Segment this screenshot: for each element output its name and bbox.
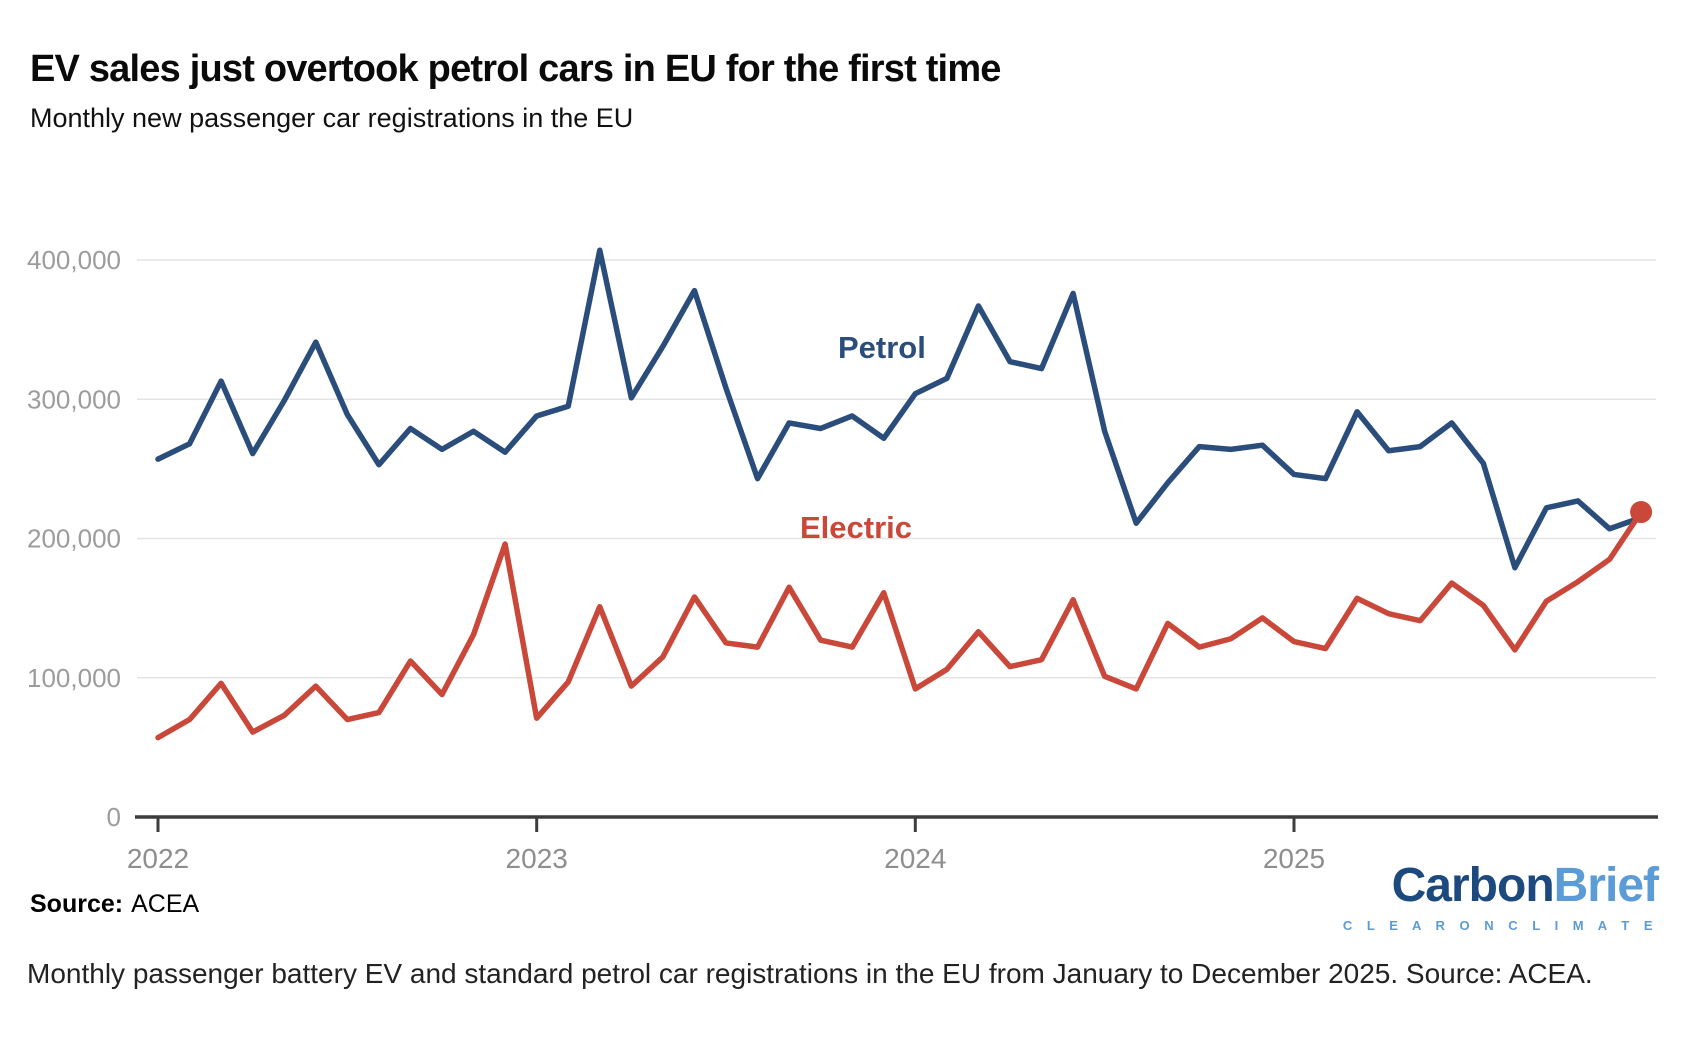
page-title: EV sales just overtook petrol cars in EU… [30, 48, 1001, 90]
y-tick-label: 100,000 [27, 663, 121, 693]
source-value: ACEA [131, 890, 200, 918]
latest-point-dot [1630, 501, 1653, 524]
chart-caption: Monthly passenger battery EV and standar… [27, 958, 1593, 989]
y-axis-labels: 400,000 300,000 200,000 100,000 0 [27, 245, 121, 832]
petrol-series-label: Petrol [838, 330, 926, 365]
y-tick-label: 300,000 [27, 384, 121, 414]
electric-series-label: Electric [800, 510, 912, 545]
petrol-line [155, 247, 1644, 571]
logo-brief: Brief [1553, 859, 1659, 912]
carbonbrief-logo: CarbonBrief C L E A R O N C L I M A T E [1342, 859, 1659, 933]
series-layer [155, 247, 1653, 741]
source-line: Source: ACEA [30, 890, 199, 919]
logo-wordmark: CarbonBrief [1343, 859, 1659, 912]
logo-tagline: C L E A R O N C L I M A T E [1342, 918, 1658, 933]
x-tick-label: 2024 [884, 843, 946, 874]
electric-line [155, 509, 1644, 741]
y-tick-label: 200,000 [27, 524, 121, 554]
gridlines [137, 259, 1656, 679]
x-tick-label: 2025 [1263, 843, 1325, 874]
x-axis-labels: 2022 2023 2024 2025 [127, 843, 1325, 874]
y-tick-label: 0 [107, 802, 121, 832]
x-tick-label: 2022 [127, 843, 189, 874]
x-tick-label: 2023 [506, 843, 568, 874]
source-label: Source: [30, 890, 124, 918]
x-axis [135, 815, 1658, 832]
page-subtitle: Monthly new passenger car registrations … [30, 103, 634, 133]
y-tick-label: 400,000 [27, 245, 121, 275]
logo-carbon: Carbon [1391, 859, 1555, 912]
